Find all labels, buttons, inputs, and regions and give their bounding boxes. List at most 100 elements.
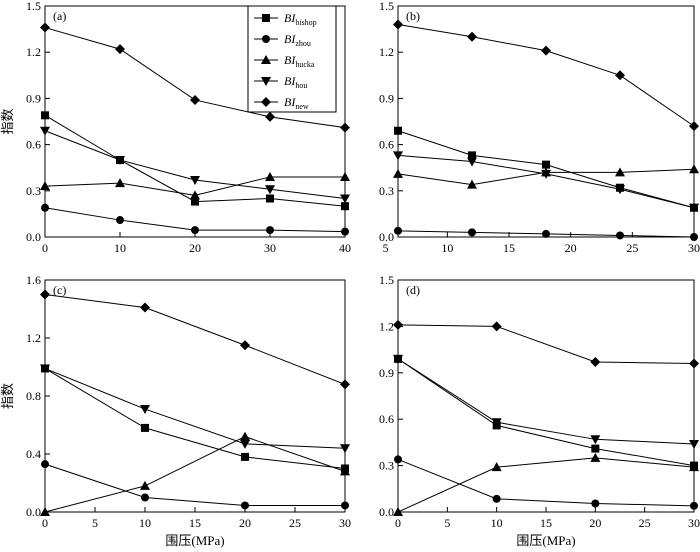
y-tick-label: 0.6 xyxy=(26,138,41,152)
data-point xyxy=(40,289,50,300)
data-point xyxy=(115,178,125,188)
panel-label: (b) xyxy=(406,9,420,23)
data-point xyxy=(393,507,403,516)
y-tick-label: 0.3 xyxy=(26,184,41,198)
y-tick-label: 0.9 xyxy=(379,91,394,105)
series-line xyxy=(44,463,345,506)
x-tick-label: 0 xyxy=(395,516,401,530)
x-tick-label: 15 xyxy=(540,516,552,530)
x-tick-label: 0 xyxy=(42,241,48,255)
data-point xyxy=(140,480,150,490)
data-point xyxy=(689,203,699,213)
x-tick-label: 30 xyxy=(688,241,700,255)
data-point xyxy=(190,176,200,186)
series-BIzhou xyxy=(394,455,698,510)
x-tick-label: 15 xyxy=(189,516,201,530)
data-point xyxy=(541,169,551,179)
data-point xyxy=(393,19,403,30)
data-point xyxy=(340,444,350,454)
data-point xyxy=(40,364,50,374)
data-point xyxy=(542,229,550,238)
data-point xyxy=(141,423,149,432)
chart-panel-4: 0 5 10 15 20 25 30 0.0 0.3 0.6 0.9 1.2 1.5 (d) 围压(MPa) xyxy=(379,273,700,548)
y-tick-label: 1.2 xyxy=(379,45,394,59)
x-tick-label: 15 xyxy=(503,241,515,255)
data-point xyxy=(590,452,601,462)
data-point xyxy=(394,455,402,464)
data-point xyxy=(340,171,350,181)
x-tick-label: 0 xyxy=(42,516,48,530)
data-point xyxy=(492,494,501,503)
data-point xyxy=(265,185,275,195)
x-tick-label: 10 xyxy=(441,241,453,255)
data-point xyxy=(265,111,275,122)
series-line xyxy=(44,368,346,469)
data-point xyxy=(394,226,402,235)
data-point xyxy=(190,94,200,105)
y-tick-label: 0.3 xyxy=(379,184,394,198)
legend-marker xyxy=(262,35,270,43)
legend-marker xyxy=(261,97,271,107)
data-point xyxy=(491,418,502,428)
x-tick-label: 20 xyxy=(565,241,577,255)
data-point xyxy=(542,160,550,169)
data-point xyxy=(191,226,199,235)
data-point xyxy=(591,444,600,453)
x-tick-label: 30 xyxy=(339,516,351,530)
data-point xyxy=(393,168,403,178)
y-tick-label: 1.2 xyxy=(26,45,41,59)
data-point xyxy=(590,435,601,445)
data-point xyxy=(468,151,476,160)
data-point xyxy=(689,121,699,132)
panel-label: (c) xyxy=(53,283,66,297)
data-point xyxy=(491,462,502,472)
series-BIzhou xyxy=(41,460,349,510)
y-tick-label: 0.8 xyxy=(26,389,41,403)
series-BInew xyxy=(40,22,350,133)
y-tick-label: 0.6 xyxy=(379,138,394,152)
data-point xyxy=(240,431,250,441)
x-tick-label: 40 xyxy=(339,241,351,255)
data-point xyxy=(141,493,149,502)
legend-label-subscript: new xyxy=(295,102,309,111)
data-point xyxy=(40,181,50,191)
y-tick-label: 1.2 xyxy=(379,319,394,333)
series-BIhucka xyxy=(40,171,350,200)
plot-frame xyxy=(44,279,346,513)
x-tick-label: 10 xyxy=(491,516,503,530)
legend-marker xyxy=(261,77,271,86)
data-point xyxy=(393,319,403,330)
y-axis-label: 指数 xyxy=(0,108,15,134)
data-point xyxy=(190,190,200,200)
data-point xyxy=(467,31,477,42)
series-BIhucka xyxy=(40,431,350,516)
y-tick-label: 1.5 xyxy=(26,0,41,13)
y-tick-label: 1.5 xyxy=(379,0,394,13)
chart-panel-2: 5 10 15 20 25 30 0.0 0.3 0.6 0.9 1.2 1.5 (b) xyxy=(379,0,700,255)
x-tick-label: 30 xyxy=(688,516,700,530)
legend-label-subscript: bishop xyxy=(295,18,316,27)
x-tick-label: 5 xyxy=(92,516,98,530)
data-point xyxy=(591,499,600,508)
y-axis-label: 指数 xyxy=(0,383,15,409)
data-point xyxy=(467,157,477,167)
series-line xyxy=(397,457,695,513)
series-line xyxy=(397,23,695,127)
data-point xyxy=(616,231,624,240)
series-line xyxy=(44,436,346,513)
data-point xyxy=(265,171,275,181)
data-point xyxy=(140,302,150,313)
legend-label-subscript: zhou xyxy=(295,39,311,48)
data-point xyxy=(341,501,349,510)
data-point xyxy=(240,439,250,449)
data-point xyxy=(40,126,50,136)
data-point xyxy=(241,501,249,510)
legend-label-subscript: hou xyxy=(295,81,307,90)
series-line xyxy=(397,324,695,365)
x-tick-label: 10 xyxy=(114,241,126,255)
data-point xyxy=(341,227,349,236)
legend-marker xyxy=(262,14,270,22)
y-tick-label: 0.9 xyxy=(26,91,41,105)
